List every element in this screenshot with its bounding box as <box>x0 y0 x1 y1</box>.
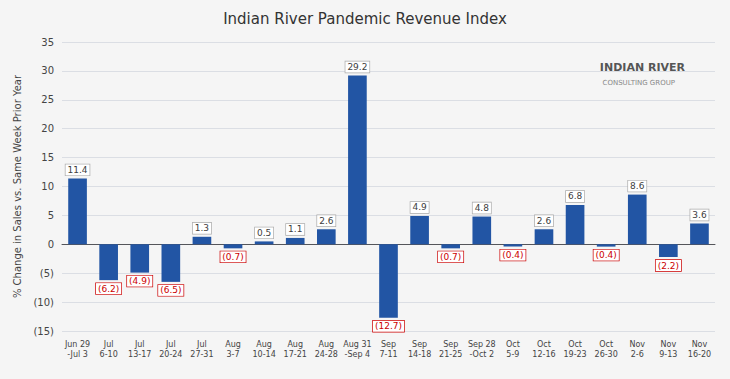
svg-text:4.8: 4.8 <box>475 203 490 213</box>
svg-text:(12.7): (12.7) <box>375 321 402 331</box>
svg-text:Sep: Sep <box>443 340 458 349</box>
svg-text:(5): (5) <box>40 268 54 279</box>
svg-text:Jun 29: Jun 29 <box>64 340 90 349</box>
svg-text:0.5: 0.5 <box>257 228 271 238</box>
svg-text:Aug: Aug <box>256 340 272 349</box>
svg-text:3-7: 3-7 <box>226 350 239 359</box>
svg-text:6.8: 6.8 <box>568 191 583 201</box>
svg-text:27-31: 27-31 <box>190 350 213 359</box>
svg-text:Indian River Pandemic Revenue: Indian River Pandemic Revenue Index <box>223 10 507 28</box>
svg-text:(15): (15) <box>33 326 54 337</box>
svg-text:Aug 31: Aug 31 <box>343 340 371 349</box>
svg-text:14-18: 14-18 <box>408 350 431 359</box>
svg-text:Sep: Sep <box>381 340 396 349</box>
svg-text:Jul: Jul <box>165 340 176 349</box>
svg-text:(6.5): (6.5) <box>160 285 181 295</box>
svg-text:Oct: Oct <box>537 340 551 349</box>
svg-text:Aug: Aug <box>287 340 303 349</box>
svg-text:10: 10 <box>41 181 54 192</box>
svg-text:Oct: Oct <box>568 340 582 349</box>
svg-text:(6.2): (6.2) <box>98 284 119 294</box>
svg-text:Nov: Nov <box>692 340 708 349</box>
svg-text:Jul: Jul <box>196 340 207 349</box>
svg-text:8.6: 8.6 <box>630 181 645 191</box>
svg-text:(0.7): (0.7) <box>222 252 243 262</box>
svg-text:Aug: Aug <box>225 340 241 349</box>
svg-text:1.3: 1.3 <box>195 223 209 233</box>
svg-text:Aug: Aug <box>318 340 334 349</box>
svg-text:% Change in Sales vs. Same Wee: % Change in Sales vs. Same Week Prior Ye… <box>12 74 23 298</box>
svg-text:INDIAN RIVER: INDIAN RIVER <box>600 61 686 74</box>
svg-text:(2.2): (2.2) <box>658 261 679 271</box>
svg-text:Sep: Sep <box>412 340 427 349</box>
svg-text:Nov: Nov <box>629 340 645 349</box>
svg-text:13-17: 13-17 <box>128 350 151 359</box>
svg-text:(4.9): (4.9) <box>129 276 150 286</box>
svg-text:17-21: 17-21 <box>284 350 307 359</box>
svg-text:-Oct 2: -Oct 2 <box>469 350 494 359</box>
svg-text:2.6: 2.6 <box>537 216 552 226</box>
svg-text:(0.4): (0.4) <box>502 250 523 260</box>
svg-text:25: 25 <box>41 94 54 105</box>
svg-text:Jul: Jul <box>103 340 114 349</box>
svg-text:30: 30 <box>41 65 54 76</box>
svg-text:2-6: 2-6 <box>631 350 644 359</box>
svg-text:CONSULTING GROUP: CONSULTING GROUP <box>602 79 675 87</box>
svg-text:-Jul 3: -Jul 3 <box>67 350 88 359</box>
svg-text:-Sep 4: -Sep 4 <box>345 350 371 359</box>
svg-text:15: 15 <box>41 152 54 163</box>
svg-text:35: 35 <box>41 37 54 48</box>
svg-text:Oct: Oct <box>599 340 613 349</box>
svg-text:(0.7): (0.7) <box>440 252 461 262</box>
svg-text:12-16: 12-16 <box>532 350 555 359</box>
svg-text:20: 20 <box>41 123 54 134</box>
svg-text:2.6: 2.6 <box>319 216 334 226</box>
svg-text:4.9: 4.9 <box>412 202 427 212</box>
svg-text:11.4: 11.4 <box>68 165 88 175</box>
svg-text:5-9: 5-9 <box>506 350 519 359</box>
svg-text:1.1: 1.1 <box>288 224 302 234</box>
svg-text:Oct: Oct <box>506 340 520 349</box>
svg-text:3.6: 3.6 <box>692 210 707 220</box>
svg-text:29.2: 29.2 <box>347 62 367 72</box>
svg-text:Nov: Nov <box>661 340 677 349</box>
svg-text:Sep 28: Sep 28 <box>468 340 496 349</box>
svg-text:Jul: Jul <box>134 340 145 349</box>
svg-text:(10): (10) <box>33 297 54 308</box>
svg-text:21-25: 21-25 <box>439 350 462 359</box>
svg-text:19-23: 19-23 <box>563 350 586 359</box>
svg-text:24-28: 24-28 <box>315 350 338 359</box>
svg-text:20-24: 20-24 <box>159 350 182 359</box>
svg-text:5: 5 <box>48 210 54 221</box>
svg-text:(0.4): (0.4) <box>595 250 616 260</box>
svg-text:16-20: 16-20 <box>688 350 711 359</box>
svg-text:6-10: 6-10 <box>100 350 118 359</box>
svg-text:26-30: 26-30 <box>595 350 618 359</box>
svg-text:10-14: 10-14 <box>252 350 275 359</box>
svg-text:9-13: 9-13 <box>659 350 677 359</box>
svg-text:7-11: 7-11 <box>379 350 397 359</box>
svg-text:0: 0 <box>48 239 54 250</box>
